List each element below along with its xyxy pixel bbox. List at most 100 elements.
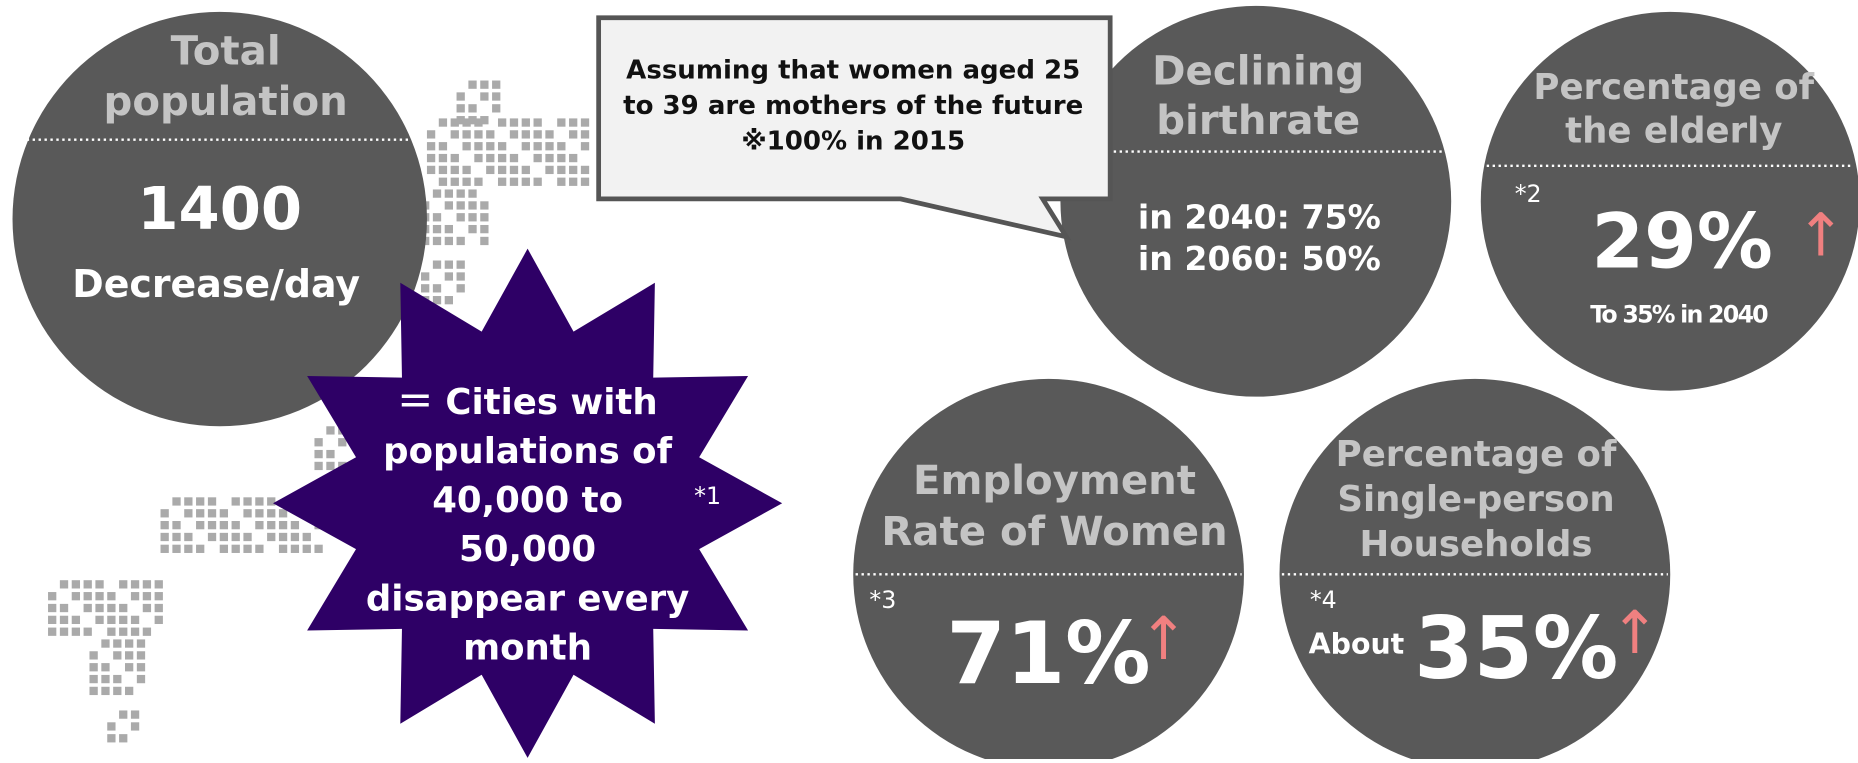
map-dot xyxy=(154,580,163,589)
map-dot xyxy=(432,224,442,234)
map-dot xyxy=(136,639,146,648)
map-dot xyxy=(456,116,465,125)
map-dot xyxy=(486,142,495,151)
map-dot xyxy=(107,592,116,601)
map-dot xyxy=(101,639,110,648)
map-dot xyxy=(421,272,430,281)
map-dot xyxy=(326,426,335,435)
map-dot xyxy=(101,686,110,696)
map-dot xyxy=(113,651,122,660)
map-dot xyxy=(432,236,442,246)
map-dot xyxy=(207,532,217,542)
map-dot xyxy=(569,118,578,127)
map-dot xyxy=(557,118,566,127)
map-dot xyxy=(557,177,566,186)
map-dot xyxy=(142,580,152,589)
map-dot xyxy=(521,142,530,151)
map-dot xyxy=(278,520,288,530)
map-dot xyxy=(101,663,110,672)
map-dot xyxy=(196,497,205,506)
map-dot xyxy=(136,651,146,660)
text: Rate of Women xyxy=(881,509,1227,555)
map-dot xyxy=(196,544,205,553)
text: disappear every xyxy=(366,578,689,619)
map-dot xyxy=(432,189,442,198)
map-dot xyxy=(480,201,489,210)
map-dot xyxy=(533,118,542,127)
map-dot xyxy=(219,509,229,518)
map-dot xyxy=(95,603,104,613)
text: Decrease/day xyxy=(72,262,360,306)
map-dot xyxy=(314,438,323,447)
map-dot xyxy=(450,118,459,127)
map-dot xyxy=(444,189,453,198)
map-dot xyxy=(130,627,140,636)
map-dot xyxy=(444,236,453,246)
map-dot xyxy=(492,80,501,89)
text: ↑ xyxy=(1139,604,1189,673)
map-dot xyxy=(113,674,122,684)
map-dot xyxy=(154,603,163,613)
map-dot xyxy=(468,189,477,198)
map-dot xyxy=(59,627,69,636)
text: Percentage of xyxy=(1336,434,1617,475)
text: To 35% in 2040 xyxy=(1590,301,1768,329)
map-dot xyxy=(89,686,98,696)
map-dot xyxy=(486,165,495,175)
map-dot xyxy=(468,104,477,113)
map-dot xyxy=(497,142,507,151)
map-dot xyxy=(456,284,465,293)
map-dot xyxy=(278,532,288,542)
map-dot xyxy=(521,118,530,127)
map-dot xyxy=(101,674,110,684)
map-dot xyxy=(119,710,128,719)
map-dot xyxy=(421,284,430,293)
map-dot xyxy=(184,544,193,553)
map-dot xyxy=(326,449,335,459)
map-dot xyxy=(456,189,465,198)
map-dot xyxy=(125,663,134,672)
map-dot xyxy=(59,615,69,625)
map-dot xyxy=(154,592,163,601)
text: population xyxy=(104,79,348,125)
map-dot xyxy=(557,165,566,175)
map-dot xyxy=(184,532,193,542)
map-dot xyxy=(196,520,205,530)
text: the elderly xyxy=(1565,111,1782,152)
map-dot xyxy=(426,165,436,175)
map-dot xyxy=(533,177,542,186)
map-dot xyxy=(569,153,578,163)
text: month xyxy=(463,627,592,668)
map-dot xyxy=(48,603,57,613)
text: About xyxy=(1309,627,1405,660)
map-dot xyxy=(89,674,98,684)
map-dot xyxy=(160,509,169,518)
map-dot xyxy=(71,627,81,636)
map-dot xyxy=(243,532,252,542)
map-dot xyxy=(456,201,465,210)
map-dot xyxy=(119,615,128,625)
map-dot xyxy=(130,592,140,601)
map-dot xyxy=(267,497,276,506)
map-dot xyxy=(545,153,554,163)
map-dot xyxy=(71,592,81,601)
map-dot xyxy=(48,627,57,636)
map-dot xyxy=(533,142,542,151)
map-dot xyxy=(83,580,92,589)
map-dot xyxy=(338,438,347,447)
map-dot xyxy=(48,592,57,601)
map-dot xyxy=(290,544,300,553)
map-dot xyxy=(580,118,590,127)
map-dot xyxy=(509,118,519,127)
map-dot xyxy=(130,615,140,625)
map-dot xyxy=(130,710,140,719)
map-dot xyxy=(107,722,116,731)
text: Single-person xyxy=(1337,479,1614,520)
map-dot xyxy=(255,497,264,506)
text: ＝ Cities with xyxy=(398,382,658,423)
text: 71% xyxy=(947,605,1151,704)
map-dot xyxy=(95,615,104,625)
text: populations of xyxy=(383,431,672,472)
map-dot xyxy=(290,520,300,530)
map-dot xyxy=(136,663,146,672)
